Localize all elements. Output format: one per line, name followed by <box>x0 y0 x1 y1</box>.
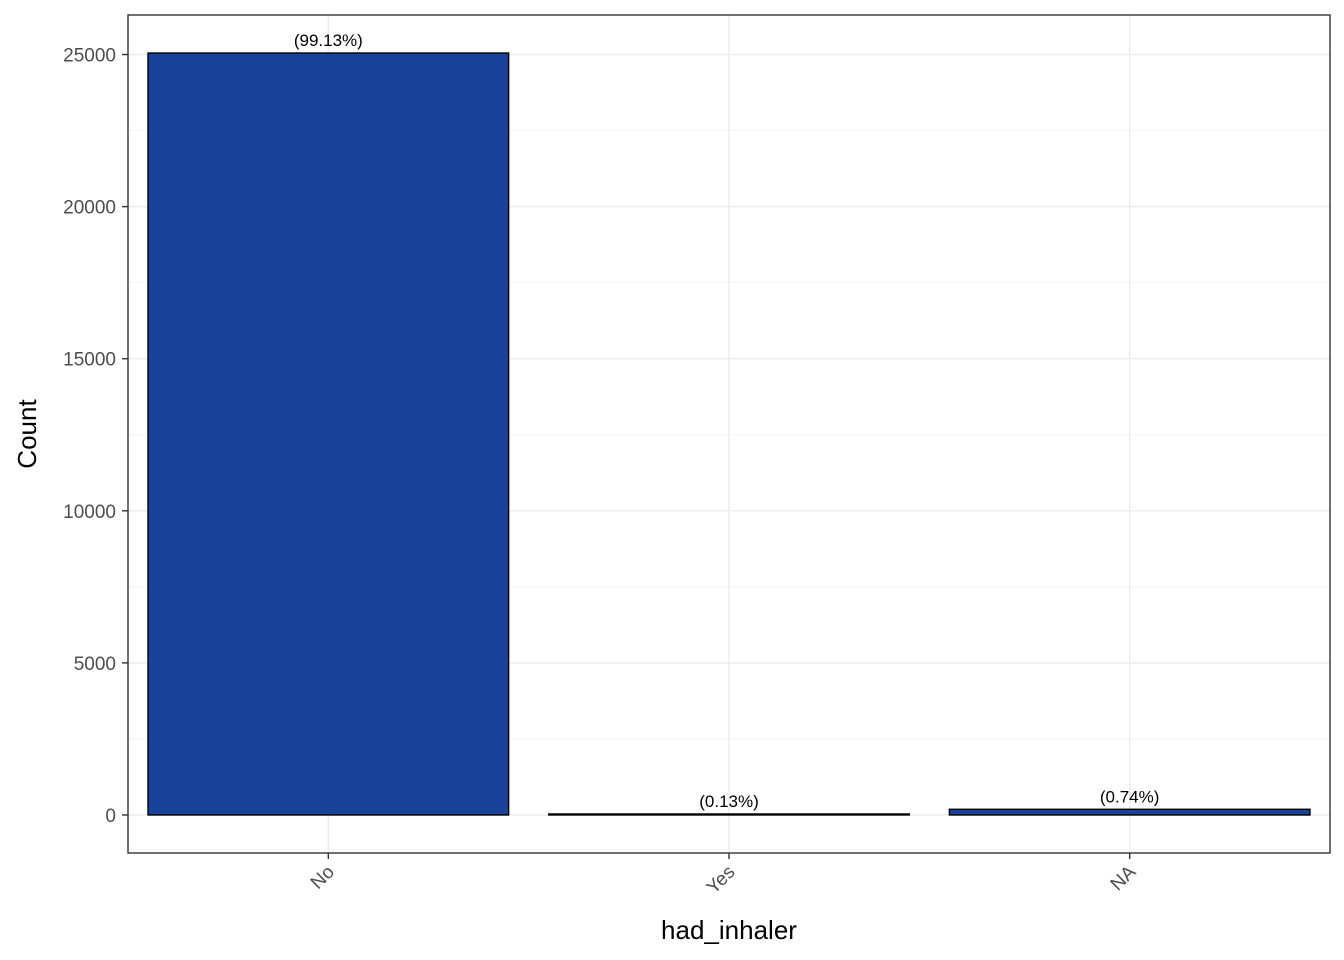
data-label-yes: (0.13%) <box>699 792 759 811</box>
y-tick-label: 10000 <box>63 502 116 523</box>
bar-no <box>147 52 510 816</box>
bar-yes <box>548 813 911 816</box>
data-label-no: (99.13%) <box>294 31 363 50</box>
y-axis: 0 5000 10000 15000 20000 25000 <box>63 46 128 827</box>
bar-na <box>948 808 1311 816</box>
bars-group <box>147 52 1311 816</box>
data-labels-group: (99.13%) (0.13%) (0.74%) <box>294 31 1160 811</box>
y-tick-label: 5000 <box>74 654 116 675</box>
x-axis-title: had_inhaler <box>661 915 797 945</box>
data-label-na: (0.74%) <box>1100 787 1160 806</box>
y-tick-label: 20000 <box>63 198 116 219</box>
y-tick-label: 25000 <box>63 46 116 67</box>
y-axis-title: Count <box>12 399 42 469</box>
y-tick-label: 0 <box>105 806 116 827</box>
y-tick-label: 15000 <box>63 350 116 371</box>
